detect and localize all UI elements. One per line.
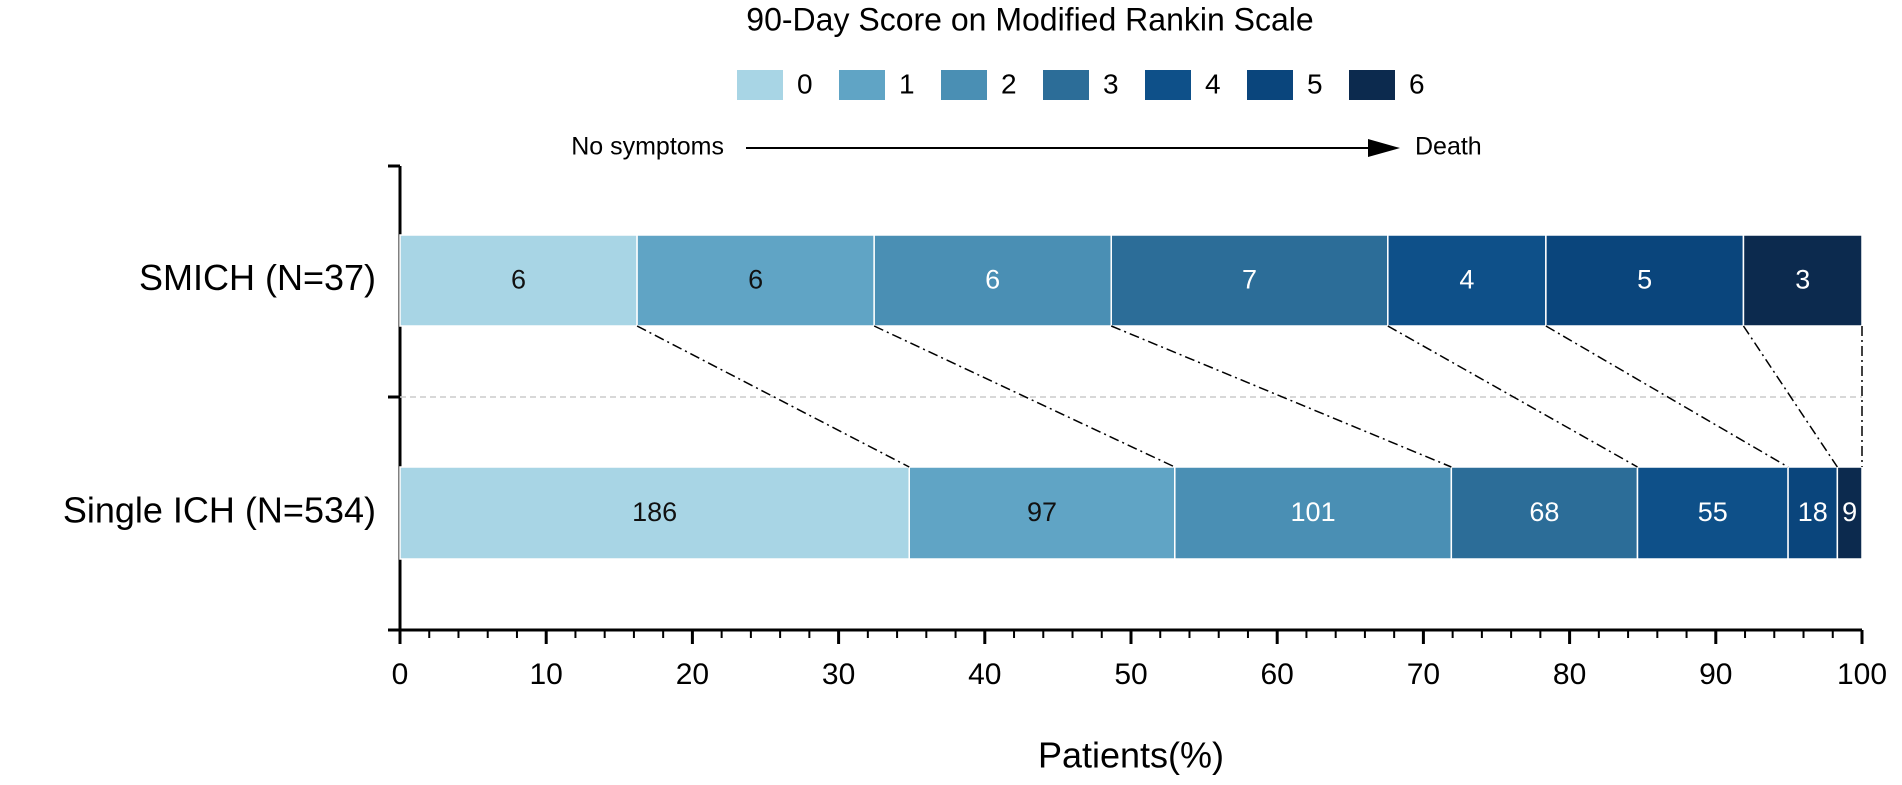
legend-swatch <box>1247 70 1293 100</box>
bar-segment <box>1110 234 1389 327</box>
data-label: 97 <box>1027 497 1057 527</box>
x-axis-label: Patients(%) <box>1038 735 1224 776</box>
connector <box>873 325 1176 468</box>
bar-segment <box>1836 466 1863 560</box>
data-label: 6 <box>748 265 763 295</box>
x-tick-label: 10 <box>530 658 563 691</box>
x-tick-label: 20 <box>676 658 709 691</box>
legend-label: 2 <box>1001 68 1017 99</box>
x-tick-label: 0 <box>392 658 409 691</box>
legend-swatch <box>1145 70 1191 100</box>
x-tick-label: 40 <box>968 658 1001 691</box>
data-label: 7 <box>1242 265 1257 295</box>
data-label: 186 <box>632 497 677 527</box>
data-label: 5 <box>1637 265 1652 295</box>
data-label: 101 <box>1291 497 1336 527</box>
bar-segment <box>1387 234 1547 327</box>
bar-segment <box>399 466 910 560</box>
data-label: 9 <box>1842 497 1857 527</box>
legend-label: 6 <box>1409 68 1425 99</box>
connector <box>1742 325 1838 468</box>
bar-segment <box>1787 466 1839 560</box>
legend-label: 0 <box>797 68 813 99</box>
legend-label: 1 <box>899 68 915 99</box>
legend-swatch <box>839 70 885 100</box>
legend-label: 4 <box>1205 68 1221 99</box>
connector <box>1387 325 1638 468</box>
data-label: 6 <box>985 265 1000 295</box>
x-tick-label: 50 <box>1114 658 1147 691</box>
bar-segment <box>1545 234 1745 327</box>
connector <box>1545 325 1789 468</box>
x-tick-label: 100 <box>1837 658 1887 691</box>
y-tick-label: SMICH (N=37) <box>139 257 376 298</box>
x-tick-label: 30 <box>822 658 855 691</box>
x-tick-label: 60 <box>1261 658 1294 691</box>
bar-segment <box>873 234 1112 327</box>
data-label: 4 <box>1459 265 1474 295</box>
data-label: 55 <box>1698 497 1728 527</box>
bar-segment <box>399 234 638 327</box>
legend-swatch <box>1043 70 1089 100</box>
arrow-head <box>1368 139 1400 157</box>
x-tick-label: 90 <box>1699 658 1732 691</box>
connector <box>636 325 910 468</box>
y-tick-label: Single ICH (N=534) <box>63 490 376 531</box>
bar-segment <box>1174 466 1453 560</box>
annotation-end: Death <box>1415 133 1482 161</box>
chart-title: 90-Day Score on Modified Rankin Scale <box>746 1 1313 37</box>
data-label: 3 <box>1795 265 1810 295</box>
data-label: 68 <box>1529 497 1559 527</box>
annotation-start: No symptoms <box>571 133 724 161</box>
data-label: 18 <box>1798 497 1828 527</box>
connector <box>1110 325 1452 468</box>
legend-swatch <box>1349 70 1395 100</box>
legend-swatch <box>941 70 987 100</box>
legend-label: 5 <box>1307 68 1323 99</box>
legend-label: 3 <box>1103 68 1119 99</box>
data-label: 6 <box>511 265 526 295</box>
x-tick-label: 70 <box>1407 658 1440 691</box>
bar-segment <box>1636 466 1789 560</box>
bar-segment <box>636 234 875 327</box>
x-tick-label: 80 <box>1553 658 1586 691</box>
legend-swatch <box>737 70 783 100</box>
bar-segment <box>1742 234 1863 327</box>
bar-segment <box>908 466 1176 560</box>
